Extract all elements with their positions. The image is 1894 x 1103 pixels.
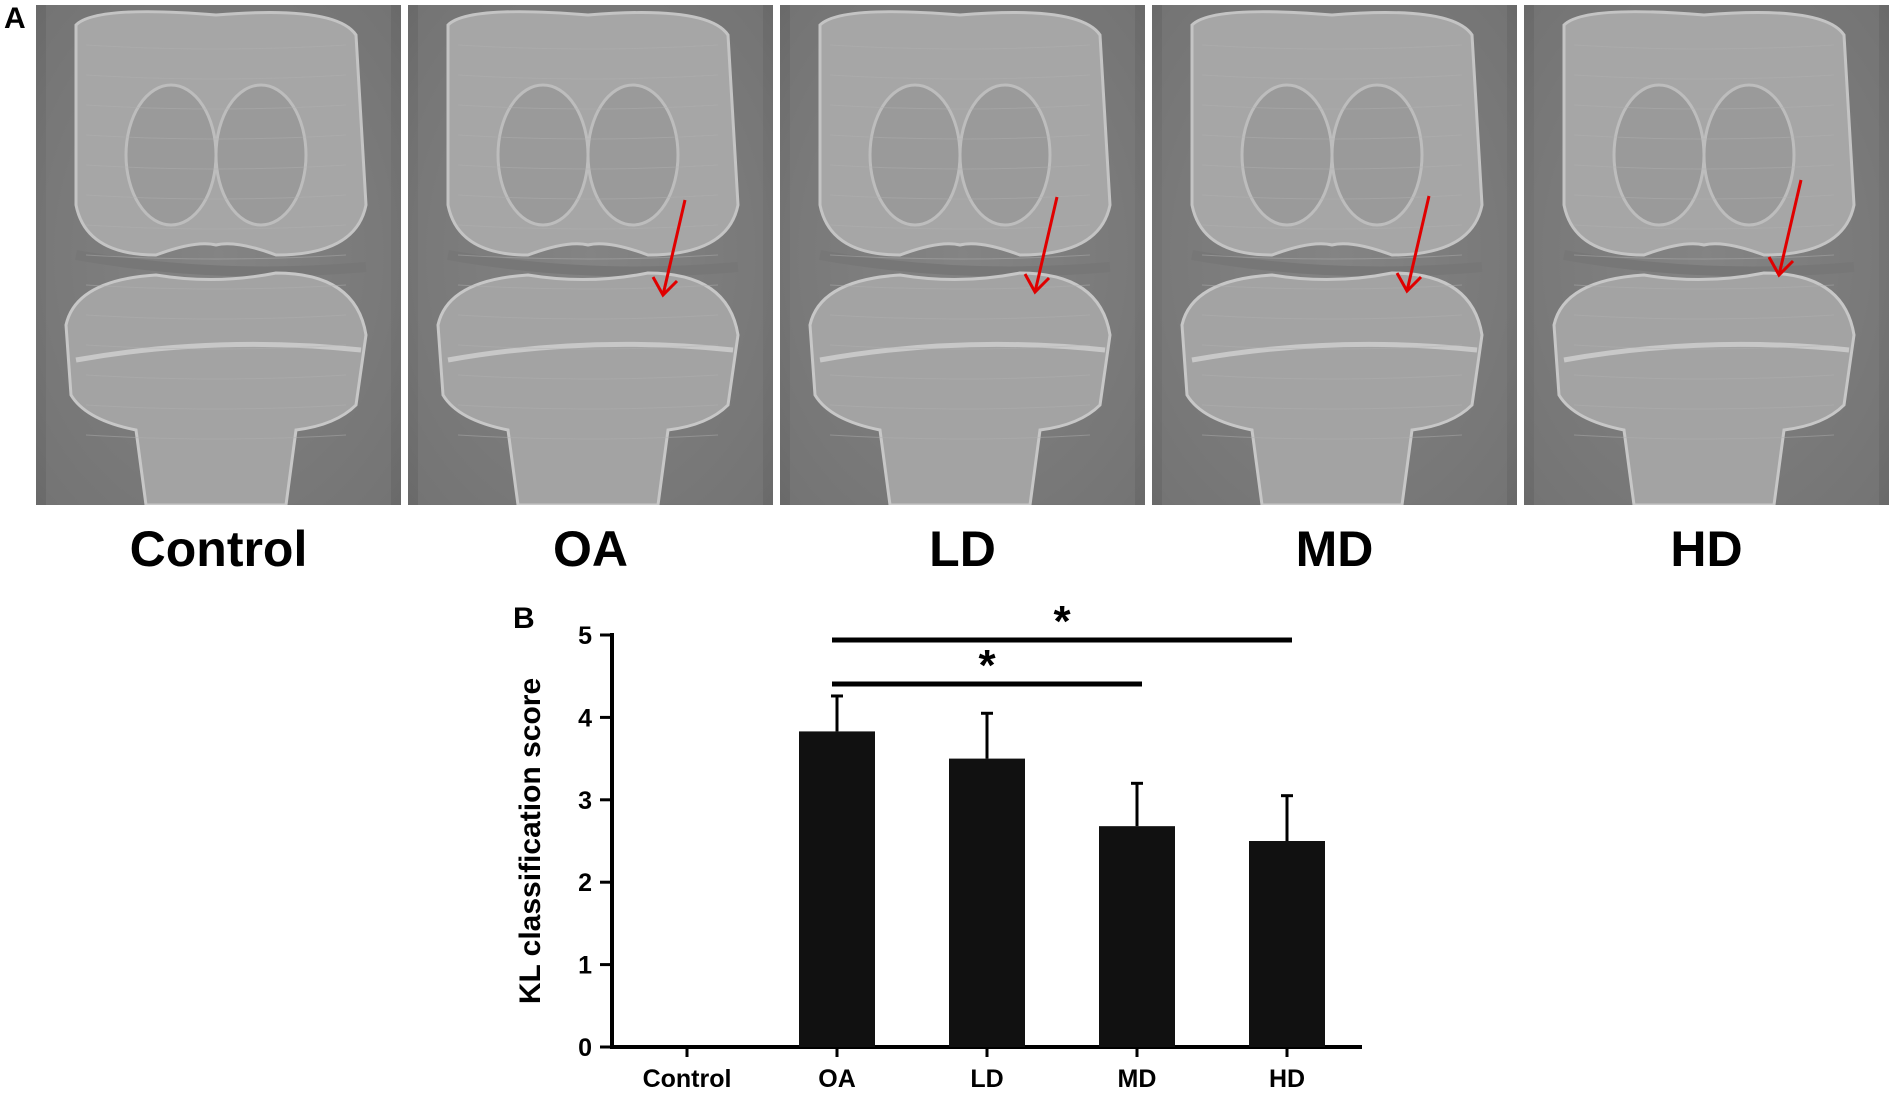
significance-star: *: [1053, 605, 1071, 646]
xray-image-md: [1152, 5, 1517, 505]
red-arrow-icon: [1395, 195, 1431, 294]
red-arrow-icon: [651, 199, 687, 298]
significance-star: *: [978, 641, 996, 690]
xray-image-oa: [408, 5, 773, 505]
panel-b-letter: B: [513, 602, 535, 635]
bar-hd: [1249, 841, 1325, 1047]
group-label-hd: HD: [1670, 521, 1743, 577]
red-arrow-icon: [1767, 179, 1803, 278]
x-tick-label-control: Control: [643, 1065, 732, 1093]
red-arrow-icon: [1023, 196, 1059, 295]
group-label-control: Control: [129, 521, 308, 577]
y-axis-label: KL classification score: [514, 678, 547, 1004]
y-tick-label: 4: [578, 704, 592, 732]
bar-oa: [799, 731, 875, 1047]
group-label-oa: OA: [553, 521, 628, 577]
y-tick-label: 5: [578, 622, 592, 650]
xray-image-ld: [780, 5, 1145, 505]
panel-a-letter: A: [4, 2, 26, 35]
x-tick-label-oa: OA: [818, 1065, 856, 1093]
y-tick-label: 2: [578, 869, 592, 897]
y-tick-label: 0: [578, 1034, 592, 1062]
xray-image-control: [36, 5, 401, 505]
group-label-md: MD: [1295, 521, 1374, 577]
x-tick-label-ld: LD: [970, 1065, 1003, 1093]
xray-image-hd: [1524, 5, 1889, 505]
bar-md: [1099, 826, 1175, 1047]
bar-ld: [949, 758, 1025, 1047]
x-tick-label-hd: HD: [1269, 1065, 1305, 1093]
group-label-ld: LD: [929, 521, 996, 577]
y-tick-label: 3: [578, 787, 592, 815]
y-tick-label: 1: [578, 952, 592, 980]
x-tick-label-md: MD: [1118, 1065, 1157, 1093]
bar-chart: 0 1 2 3 4 5 KL classification score Control OA LD…: [514, 605, 1362, 1093]
